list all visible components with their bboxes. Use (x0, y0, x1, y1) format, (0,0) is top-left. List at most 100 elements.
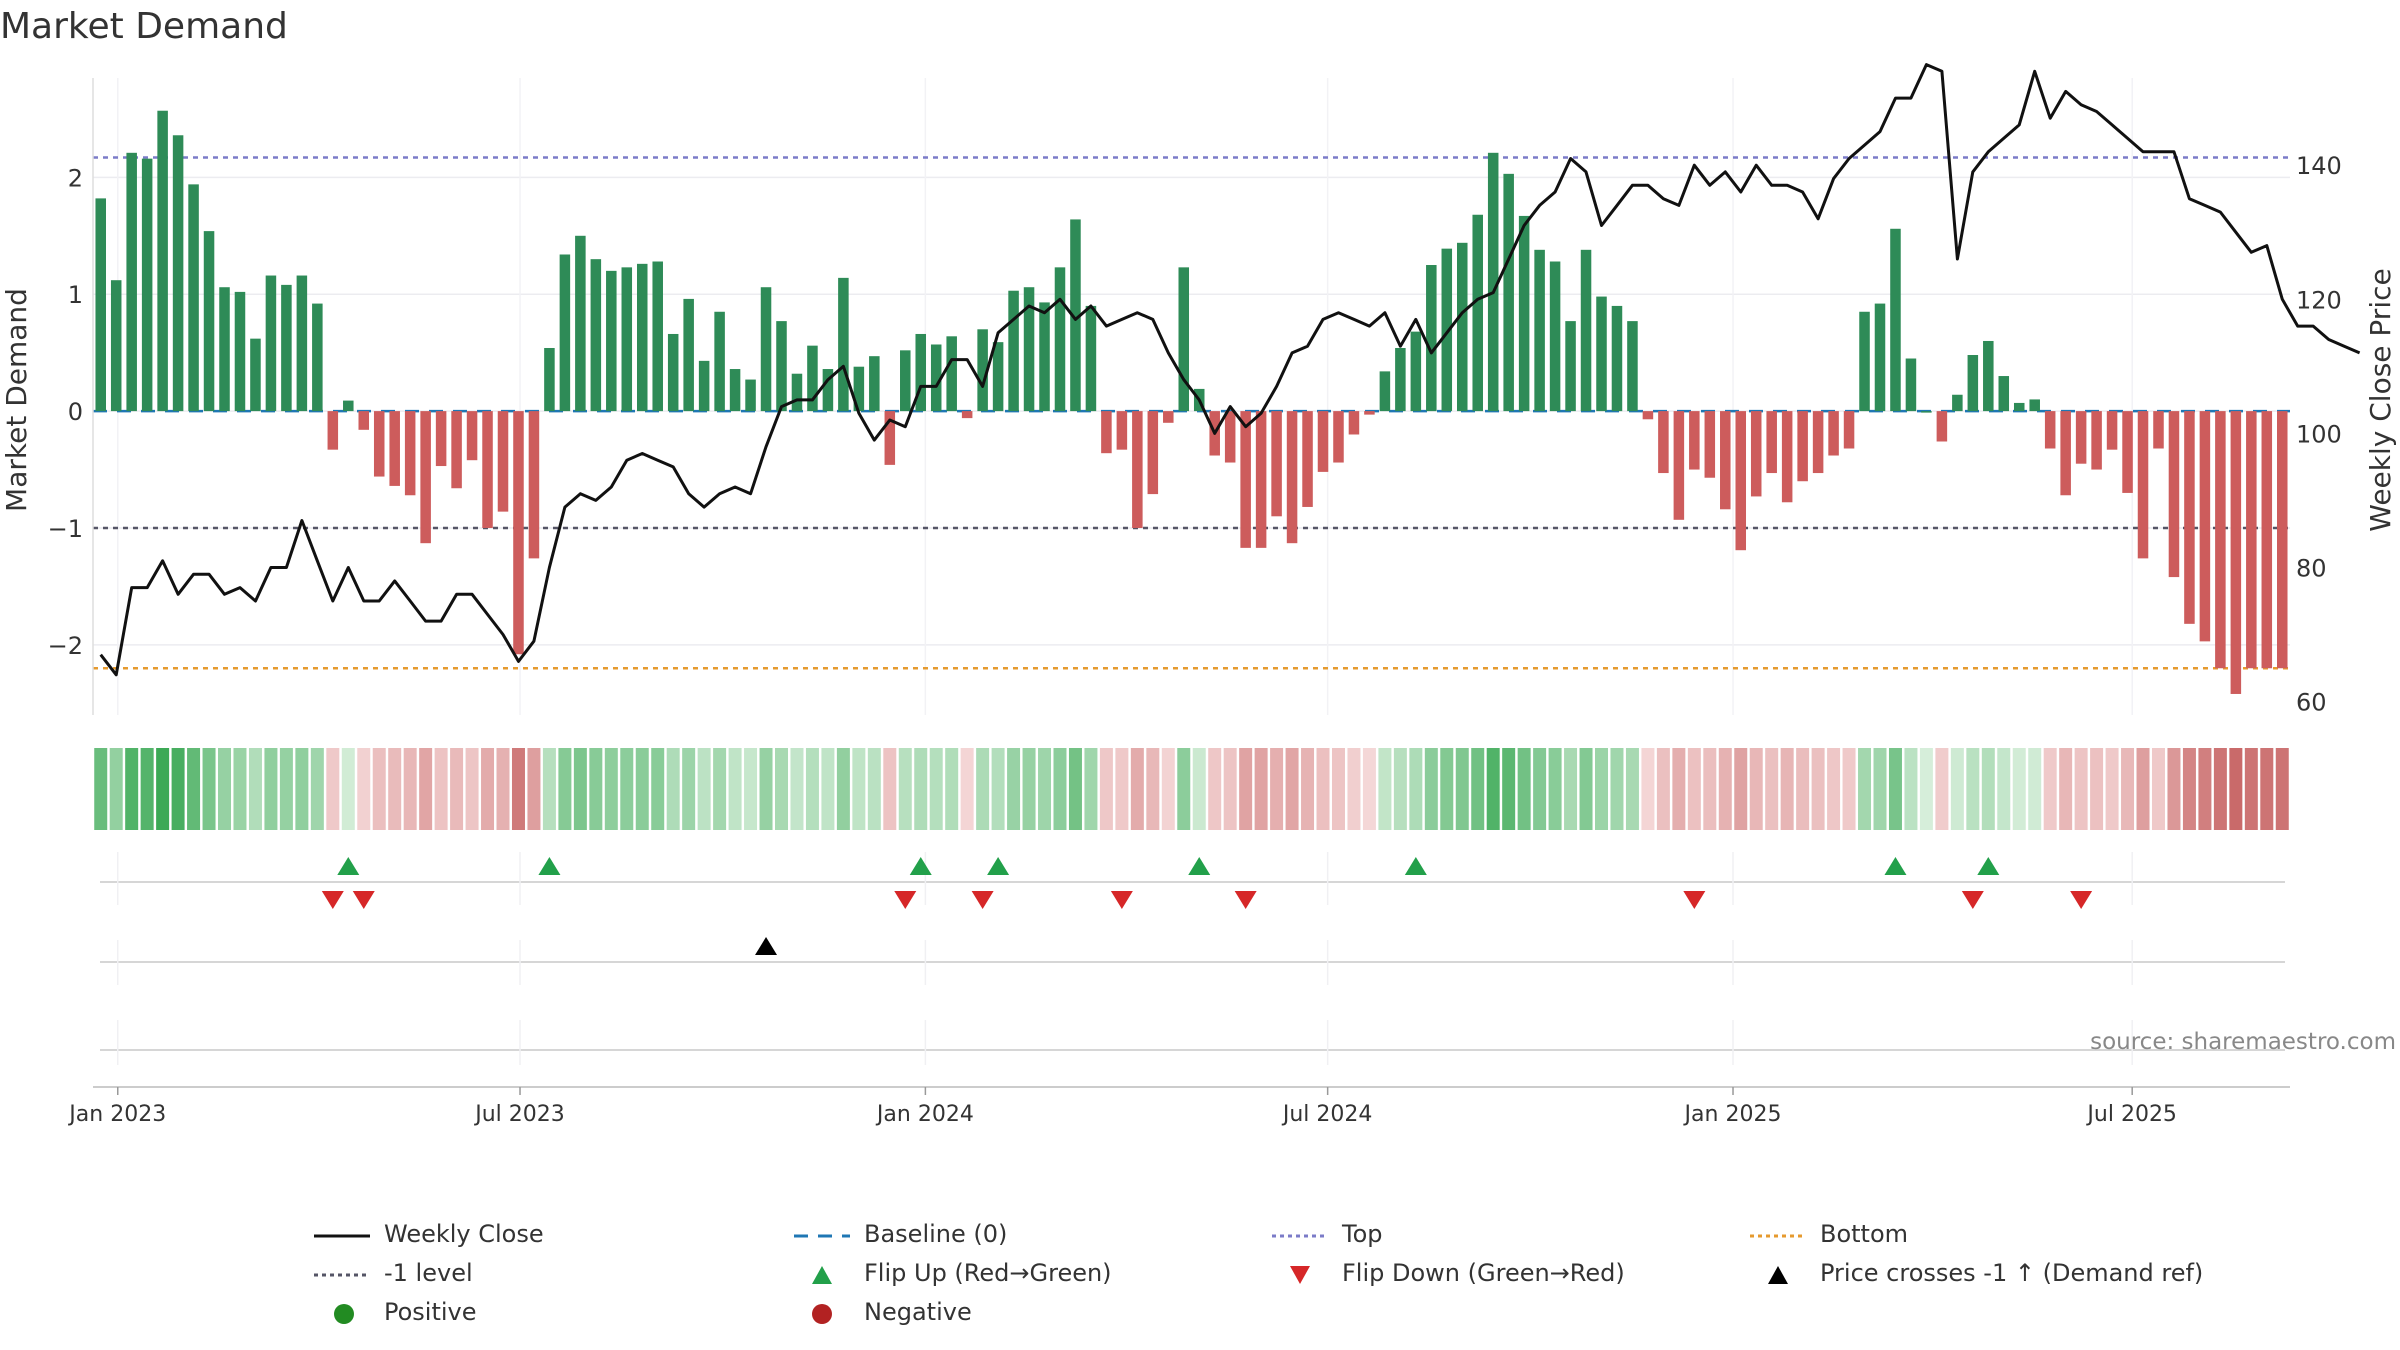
heat-strip-cell (1610, 748, 1624, 830)
heat-strip-cell (1625, 748, 1639, 830)
demand-bar-positive (992, 342, 1004, 412)
heat-strip-cell (248, 748, 262, 830)
heat-strip-cell (1734, 748, 1748, 830)
demand-bar-negative (1240, 411, 1251, 548)
demand-bar-positive (1890, 228, 1901, 412)
demand-bar-positive (296, 275, 308, 412)
heat-strip-cell (1007, 748, 1021, 830)
heat-strip-cell (481, 748, 495, 830)
heat-strip-cell (744, 748, 758, 830)
heat-strip-cell (1084, 748, 1098, 830)
demand-bar-positive (1518, 215, 1530, 412)
demand-bar-positive (915, 333, 927, 412)
heat-strip-cell (790, 748, 804, 830)
demand-bar-positive (1085, 305, 1097, 412)
heat-strip-cell (682, 748, 696, 830)
heat-strip-cell (836, 748, 850, 830)
heat-strip-cell (558, 748, 572, 830)
heat-strip-cell (2167, 748, 2181, 830)
heat-strip-cell (94, 748, 108, 830)
heat-strip-cell (2074, 748, 2088, 830)
demand-bar-negative (1163, 411, 1174, 423)
heat-strip-cell (1471, 748, 1485, 830)
heat-strip-cell (1827, 748, 1841, 830)
demand-bar-negative (482, 411, 493, 528)
heat-strip-cell (991, 748, 1005, 830)
heat-strip-cell (202, 748, 216, 830)
heat-strip-cell (2043, 748, 2057, 830)
demand-bar-positive (1070, 219, 1081, 412)
heat-strip-cell (388, 748, 402, 830)
demand-bar-positive (343, 400, 354, 412)
heat-strip-cell (1146, 748, 1160, 830)
demand-bar-positive (1054, 267, 1066, 412)
heat-strip-cell (2121, 748, 2135, 830)
demand-bar-negative (420, 411, 431, 544)
demand-bar-positive (745, 379, 756, 412)
heat-strip-cell (1935, 748, 1949, 830)
demand-bar-negative (1843, 411, 1855, 449)
demand-bar-positive (281, 284, 292, 412)
source-credit: source: sharemaestro.com (2090, 1029, 2396, 1055)
demand-bar-positive (1441, 248, 1453, 412)
demand-bar-positive (219, 287, 230, 412)
demand-bar-positive (853, 366, 865, 412)
heat-strip-cell (2198, 748, 2212, 830)
demand-bar-positive (946, 336, 957, 412)
heat-strip-cell (2090, 748, 2104, 830)
heat-strip-cell (2059, 748, 2073, 830)
x-tick-label: Jul 2023 (473, 1102, 565, 1127)
heat-strip-cell (1595, 748, 1609, 830)
heat-strip-cell (542, 748, 556, 830)
demand-bar-positive (1379, 371, 1391, 412)
heat-strip-cell (1517, 748, 1531, 830)
flip-up-marker (909, 857, 932, 875)
demand-bar-positive (1178, 267, 1190, 412)
demand-bar-positive (95, 198, 106, 412)
demand-bar-negative (2246, 411, 2257, 669)
y-tick-label: 0 (68, 398, 83, 426)
demand-bar-positive (1952, 394, 1963, 412)
demand-bar-negative (1364, 411, 1375, 415)
demand-bar-negative (2215, 411, 2226, 669)
demand-bar-positive (110, 280, 122, 412)
flip-up-marker (337, 857, 360, 875)
weekly-close-polyline (99, 63, 2361, 677)
demand-bar-negative (2153, 411, 2164, 449)
demand-bar-negative (404, 411, 416, 496)
y-tick-label: −1 (48, 515, 83, 543)
heat-strip-cell (527, 748, 541, 830)
demand-bar-negative (2168, 411, 2180, 578)
demand-bar-negative (1735, 411, 1747, 551)
heat-strip-cell (1177, 748, 1191, 830)
heat-strip-cell (1873, 748, 1887, 830)
heat-strip-cell (1285, 748, 1299, 830)
heat-strip-cell (1347, 748, 1361, 830)
demand-bar-negative (1147, 411, 1159, 495)
heat-strip-cell (357, 748, 371, 830)
heat-strip-cell (1981, 748, 1995, 830)
x-tick-label: Jul 2025 (2085, 1102, 2177, 1127)
heat-strip-cell (573, 748, 587, 830)
heat-strip-cell (1239, 748, 1253, 830)
demand-bar-positive (1008, 290, 1019, 412)
demand-bar-negative (1689, 411, 1700, 470)
heat-strip-cell (666, 748, 680, 830)
demand-bar-positive (1487, 152, 1499, 412)
y-tick-label: 2 (68, 164, 83, 192)
demand-bar-positive (1565, 321, 1576, 412)
heat-strip-cell (1161, 748, 1175, 830)
heat-strip-cell (1486, 748, 1500, 830)
heat-strip-cell (1115, 748, 1129, 830)
heat-strip-cell (1409, 748, 1423, 830)
heat-strip-cell (125, 748, 139, 830)
demand-bar-negative (1271, 411, 1282, 517)
flip-down-marker (1683, 891, 1706, 909)
heat-strip-cell (1301, 748, 1315, 830)
demand-bar-negative (2261, 411, 2273, 669)
heat-strip-cell (1703, 748, 1717, 830)
demand-bar-negative (1642, 411, 1654, 420)
heat-strip-cell (1316, 748, 1330, 830)
heat-strip-cell (1533, 748, 1547, 830)
heat-strip-cell (635, 748, 649, 830)
